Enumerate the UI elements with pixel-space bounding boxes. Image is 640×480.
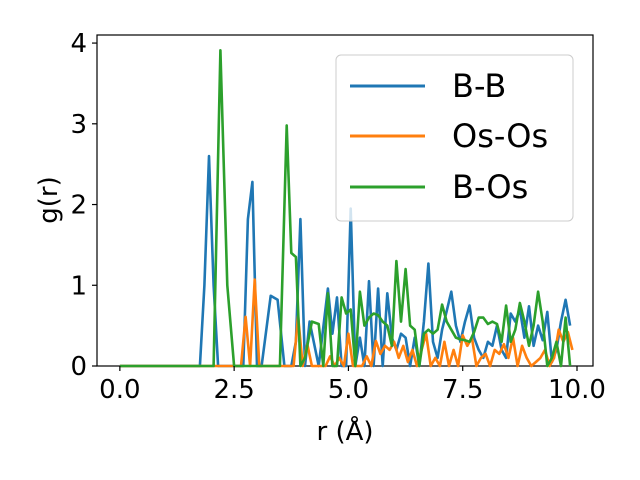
x-axis-label: r (Å) [316, 415, 373, 447]
y-axis-label: g(r) [34, 176, 64, 223]
legend-label-b-b: B-B [452, 67, 506, 105]
x-tick-label: 5.0 [328, 375, 369, 405]
legend: B-B Os-Os B-Os [335, 54, 574, 222]
x-tick-label: 10.0 [548, 375, 606, 405]
x-tick-label: 0.0 [99, 375, 140, 405]
legend-label-os-os: Os-Os [452, 117, 548, 155]
x-axis-ticks: 0.0 2.5 5.0 7.5 10.0 [99, 366, 606, 405]
x-tick-label: 2.5 [213, 375, 254, 405]
y-tick-label: 2 [70, 191, 87, 221]
y-tick-label: 1 [70, 271, 87, 301]
legend-label-b-os: B-Os [452, 168, 528, 206]
y-tick-label: 4 [70, 29, 87, 59]
series-line-os-os [119, 278, 574, 368]
y-axis-ticks: 0 1 2 3 4 [70, 29, 97, 382]
x-tick-label: 7.5 [442, 375, 483, 405]
y-tick-label: 0 [70, 352, 87, 382]
legend-box [335, 54, 574, 222]
y-tick-label: 3 [70, 110, 87, 140]
series-layer [119, 48, 574, 368]
series-line-b-os [119, 48, 572, 368]
